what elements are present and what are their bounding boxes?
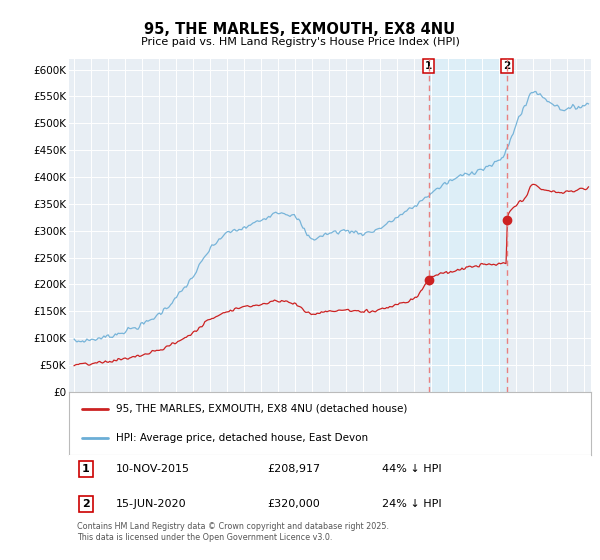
Text: 44% ↓ HPI: 44% ↓ HPI: [382, 464, 442, 474]
Text: Contains HM Land Registry data © Crown copyright and database right 2025.
This d: Contains HM Land Registry data © Crown c…: [77, 522, 389, 542]
Text: 1: 1: [425, 61, 433, 71]
Bar: [429, 59, 507, 392]
Text: £208,917: £208,917: [268, 464, 320, 474]
Text: £320,000: £320,000: [268, 499, 320, 509]
Text: HPI: Average price, detached house, East Devon: HPI: Average price, detached house, East…: [116, 433, 368, 443]
Text: 95, THE MARLES, EXMOUTH, EX8 4NU: 95, THE MARLES, EXMOUTH, EX8 4NU: [145, 22, 455, 38]
Text: 10-NOV-2015: 10-NOV-2015: [116, 464, 190, 474]
Text: 95, THE MARLES, EXMOUTH, EX8 4NU (detached house): 95, THE MARLES, EXMOUTH, EX8 4NU (detach…: [116, 404, 407, 414]
Text: Price paid vs. HM Land Registry's House Price Index (HPI): Price paid vs. HM Land Registry's House …: [140, 37, 460, 47]
Text: 2: 2: [503, 61, 511, 71]
Text: 15-JUN-2020: 15-JUN-2020: [116, 499, 187, 509]
Text: 1: 1: [82, 464, 90, 474]
Text: 24% ↓ HPI: 24% ↓ HPI: [382, 499, 442, 509]
Text: 2: 2: [82, 499, 90, 509]
